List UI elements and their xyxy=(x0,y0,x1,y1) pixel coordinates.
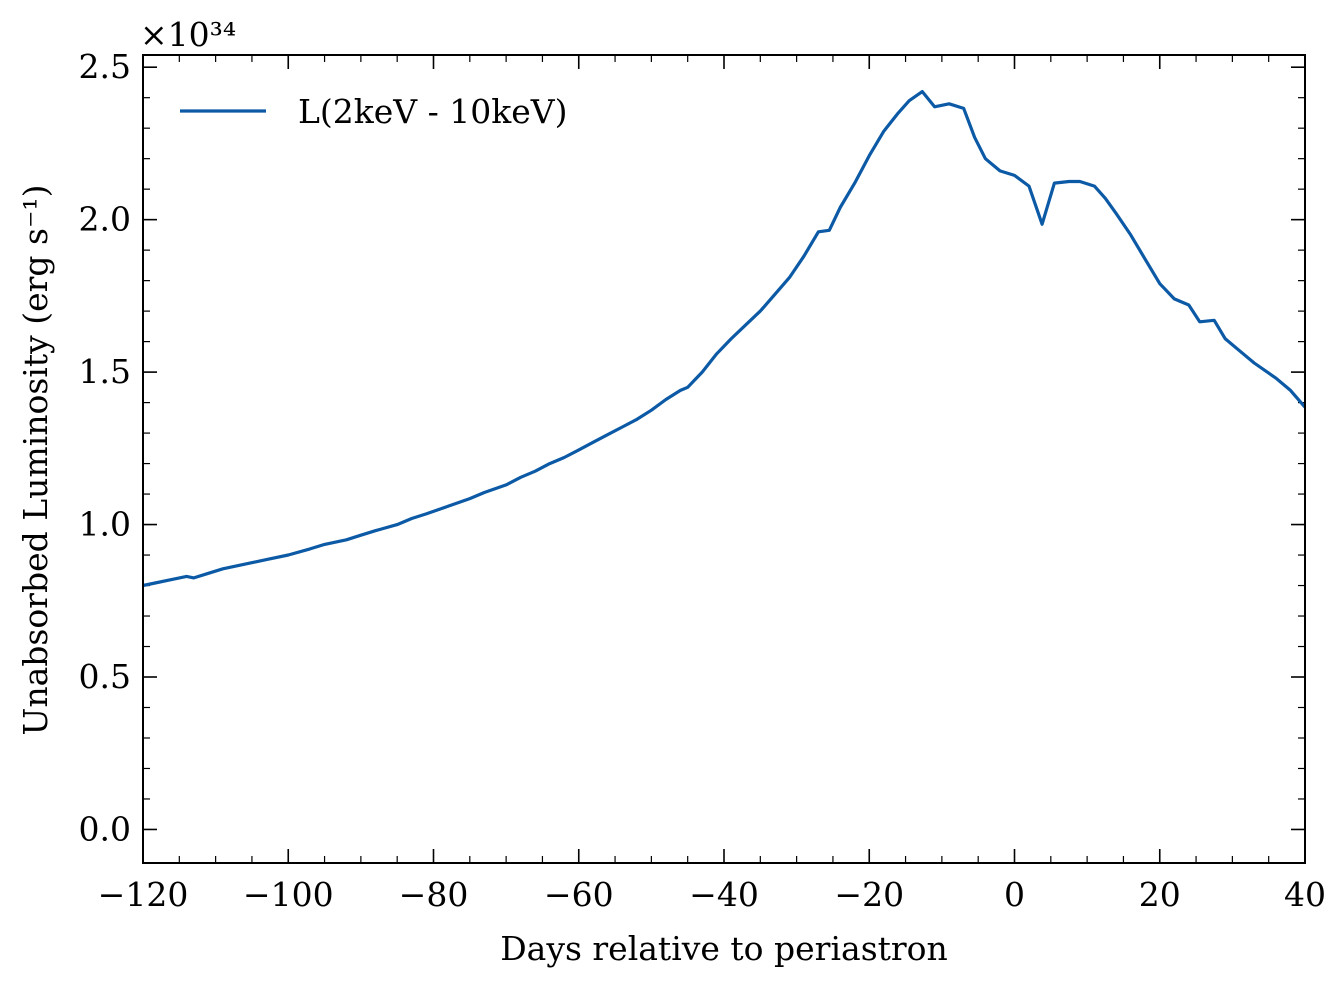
x-axis-label: Days relative to periastron xyxy=(500,929,948,968)
x-tick-label: 20 xyxy=(1139,875,1181,914)
x-tick-label: 40 xyxy=(1284,875,1326,914)
y-tick-label: 1.0 xyxy=(79,505,131,544)
x-tick-label: −60 xyxy=(544,875,614,914)
legend: L(2keV - 10keV) xyxy=(180,92,568,131)
plot-frame xyxy=(142,54,1306,864)
y-tick-label: 1.5 xyxy=(79,352,131,391)
legend-entry-label: L(2keV - 10keV) xyxy=(298,92,568,131)
ticks-layer xyxy=(142,55,1306,863)
x-tick-label: 0 xyxy=(1004,875,1025,914)
x-tick-label: −20 xyxy=(834,875,904,914)
y-axis-label: Unabsorbed Luminosity (erg s⁻¹) xyxy=(16,185,55,736)
series-line-luminosity xyxy=(142,89,1307,588)
x-tick-label: −40 xyxy=(689,875,759,914)
x-tick-label: −100 xyxy=(243,875,334,914)
x-tick-label: −120 xyxy=(98,875,189,914)
y-tick-label: 0.5 xyxy=(79,657,131,696)
y-tick-label: 0.0 xyxy=(79,809,131,848)
series-layer xyxy=(142,89,1307,588)
x-tick-labels: −120 −100 −80 −60 −40 −20 0 20 40 xyxy=(98,875,1326,914)
y-tick-label: 2.0 xyxy=(79,200,131,239)
y-tick-label: 2.5 xyxy=(79,47,131,86)
x-tick-label: −80 xyxy=(399,875,469,914)
y-tick-labels: 0.0 0.5 1.0 1.5 2.0 2.5 xyxy=(79,47,131,848)
y-offset-label: ×10³⁴ xyxy=(140,15,236,54)
